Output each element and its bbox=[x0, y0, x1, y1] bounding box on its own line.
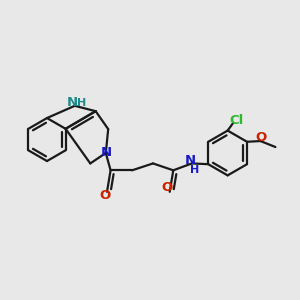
Text: H: H bbox=[77, 98, 86, 108]
Text: H: H bbox=[190, 165, 199, 175]
Text: O: O bbox=[162, 181, 173, 194]
Text: N: N bbox=[100, 146, 112, 160]
Text: N: N bbox=[67, 96, 78, 109]
Text: O: O bbox=[99, 189, 110, 202]
Text: N: N bbox=[185, 154, 196, 167]
Text: O: O bbox=[256, 131, 267, 144]
Text: Cl: Cl bbox=[230, 114, 244, 127]
